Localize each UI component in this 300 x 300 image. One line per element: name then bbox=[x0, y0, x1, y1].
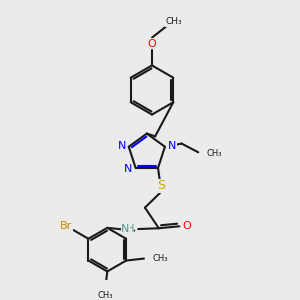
Text: CH₃: CH₃ bbox=[166, 17, 182, 26]
Text: O: O bbox=[182, 221, 191, 231]
Text: CH₃: CH₃ bbox=[98, 291, 113, 300]
Text: Br: Br bbox=[60, 221, 72, 231]
Text: N: N bbox=[124, 164, 133, 174]
Text: O: O bbox=[148, 39, 156, 49]
Text: N: N bbox=[121, 224, 130, 234]
Text: N: N bbox=[168, 141, 176, 151]
Text: CH₃: CH₃ bbox=[153, 254, 168, 263]
Text: CH₃: CH₃ bbox=[206, 149, 222, 158]
Text: H: H bbox=[127, 224, 134, 234]
Text: N: N bbox=[117, 141, 126, 151]
Text: S: S bbox=[157, 179, 165, 192]
